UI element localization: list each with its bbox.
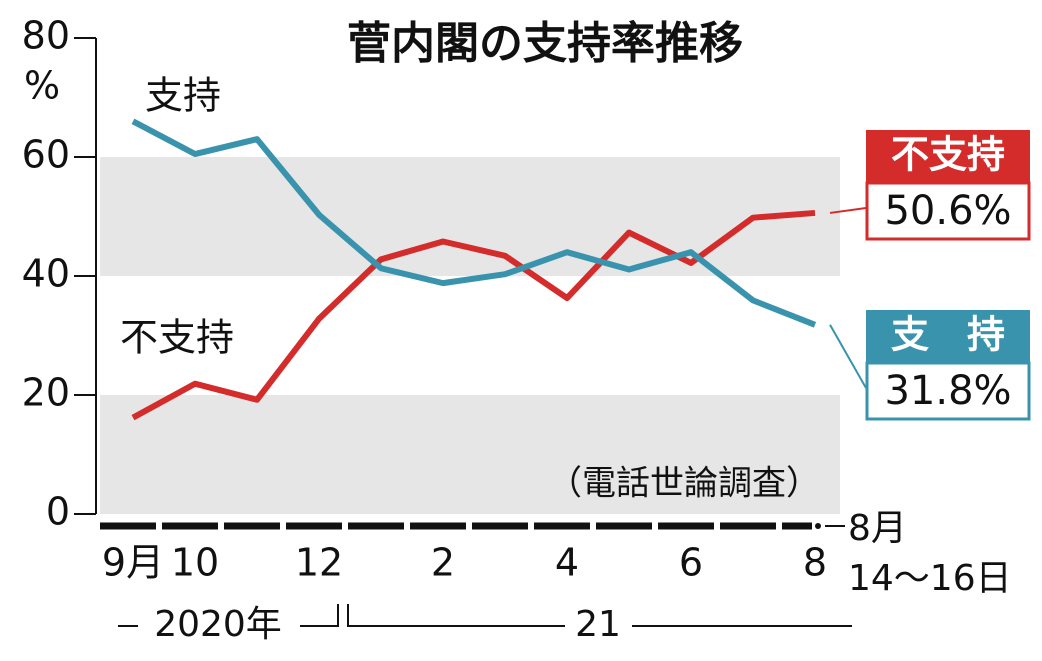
value-box [865,361,1031,421]
year-label: 21 [575,604,621,645]
last-note: 8月 [848,508,907,549]
x-tick-label: 4 [555,541,579,585]
year-line [347,604,565,627]
connector [829,207,867,214]
value-box [865,181,1031,241]
badge [866,310,1030,362]
badge-label: 支 持 [891,313,1005,357]
connector [829,324,867,389]
x-tick-label: 6 [679,541,703,585]
note: （電話世論調査） [548,464,820,504]
x-tick-label: 12 [295,541,343,585]
x-tick-label: 2 [431,541,455,585]
y-tick-label: 20 [22,371,70,415]
last-note: 14〜16日 [848,558,1012,599]
chart-title: 菅内閣の支持率推移 [347,18,743,69]
x-tick-label: 10 [171,541,219,585]
line [131,118,817,328]
shaded-band [100,157,840,276]
y-tick-label: 60 [22,133,70,177]
y-tick-label: 40 [22,252,70,296]
series-name: 支持 [145,74,221,118]
line [131,209,816,421]
y-tick-label: 0 [46,490,70,534]
badge [866,130,1030,182]
shaded-band [100,395,840,514]
year-line [300,604,339,627]
y-tick-label: 80 [22,14,70,58]
value-label: 31.8% [884,368,1011,414]
x-tick-label: 9月 [102,541,164,585]
series-name: 不支持 [120,316,234,360]
x-axis-end [815,523,821,529]
x-tick-label: 8 [803,541,827,585]
badge-label: 不支持 [891,133,1005,177]
year-label: 2020年 [154,604,282,645]
y-unit: % [24,64,60,108]
value-label: 50.6% [884,188,1011,234]
